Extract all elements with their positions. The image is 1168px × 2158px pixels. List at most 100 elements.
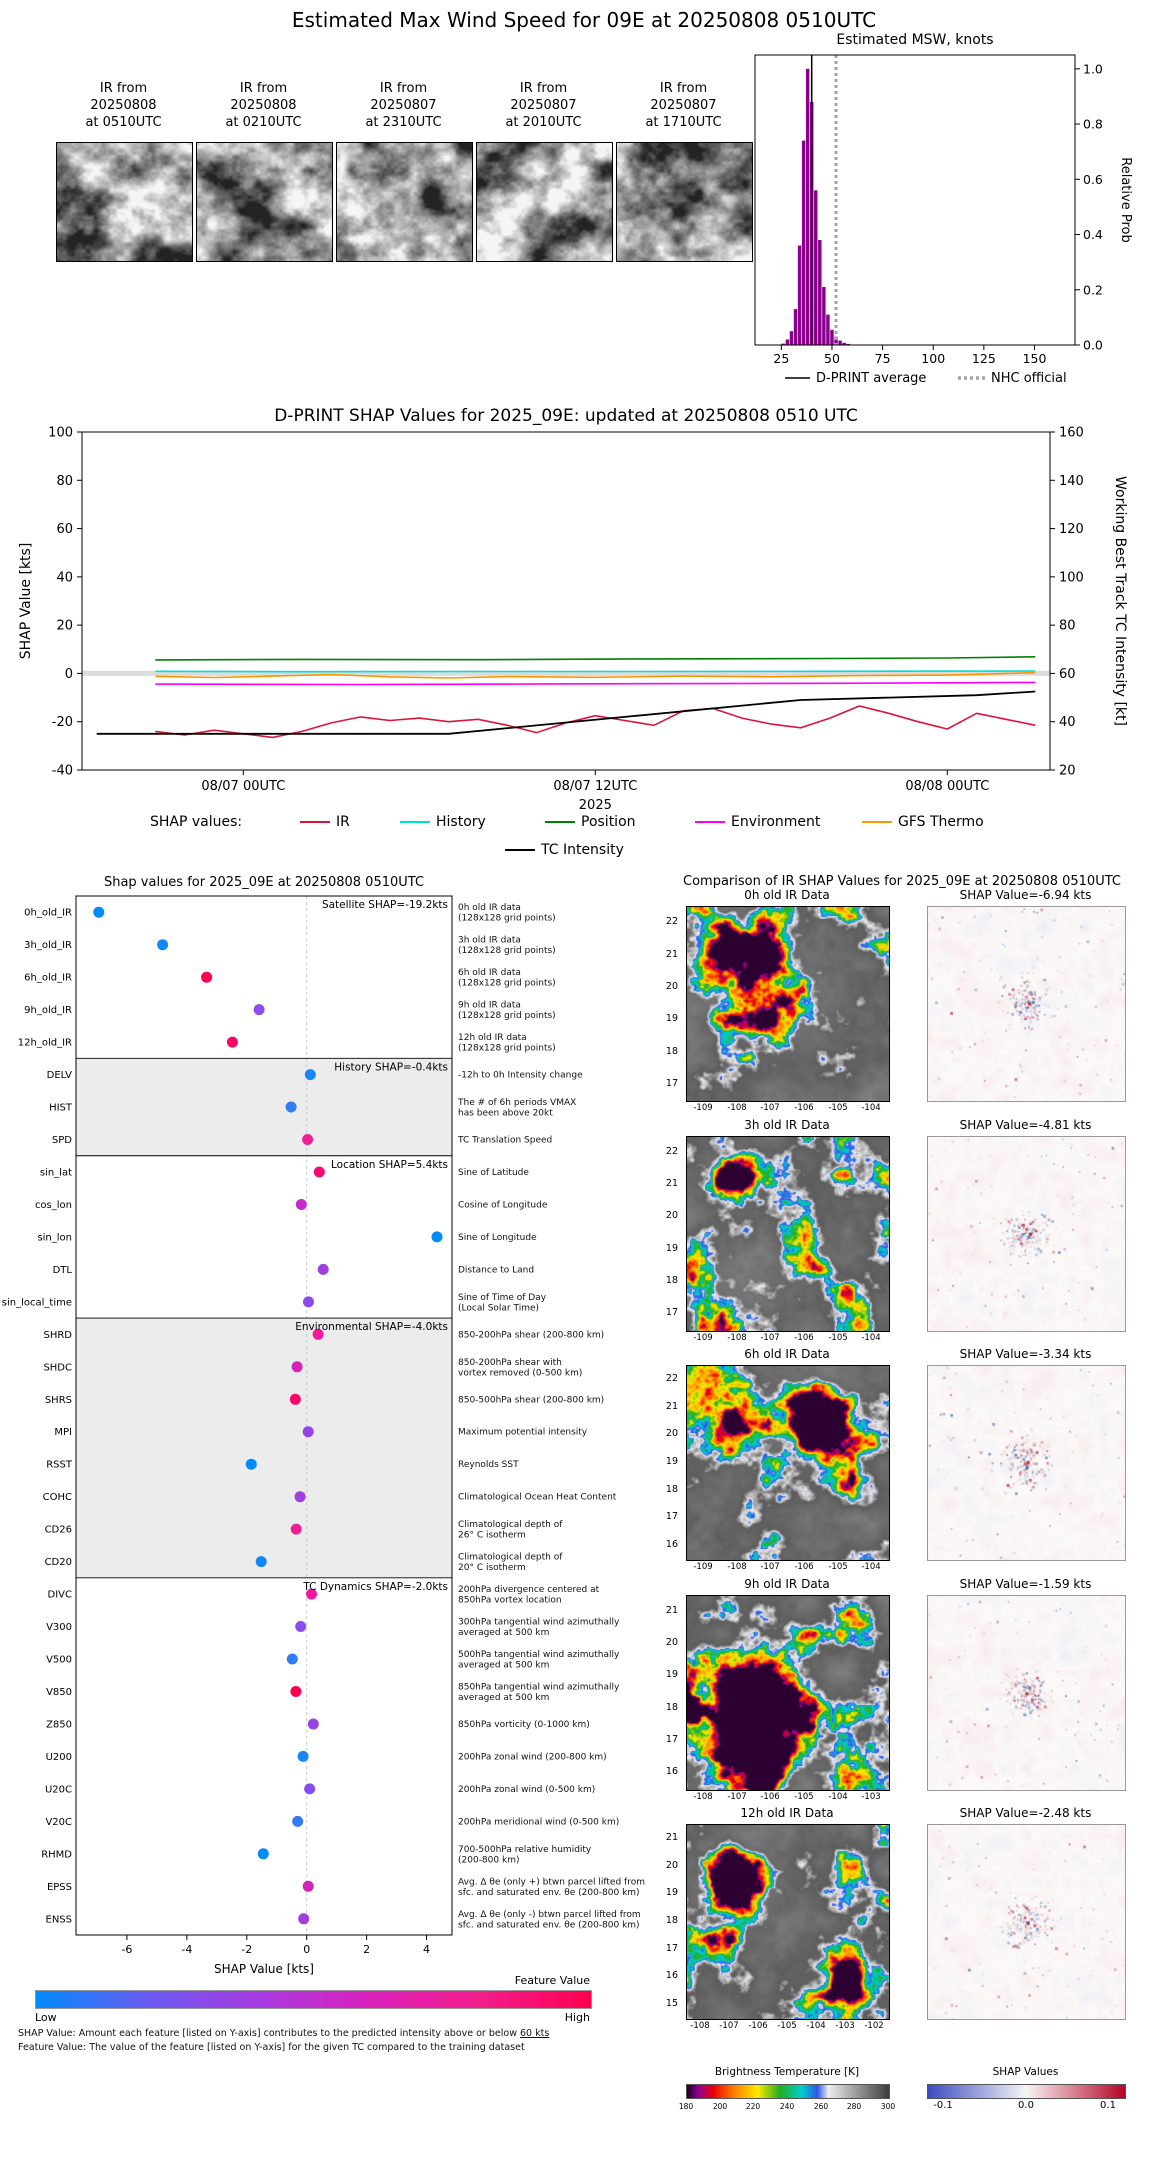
- ir-data-image: [686, 1135, 890, 1332]
- feature-name: sin_local_time: [2, 1297, 72, 1308]
- histogram-bar: [797, 245, 802, 345]
- feature-description: (128x128 grid points): [458, 1044, 556, 1054]
- lon-tick-label: -103: [861, 1791, 881, 1802]
- feature-description: Sine of Latitude: [458, 1168, 529, 1178]
- feature-value-colorbar: [35, 1990, 592, 2009]
- lon-tick-label: -104: [806, 2021, 826, 2031]
- x-tick-label: 25: [773, 351, 789, 366]
- feature-description: The # of 6h periods VMAX: [457, 1098, 576, 1108]
- lat-tick-label: 19: [665, 1456, 678, 1467]
- group-header: Satellite SHAP=-19.2kts: [322, 899, 448, 911]
- ir-data-image: [686, 906, 890, 1102]
- feature-name: HIST: [49, 1103, 73, 1114]
- histogram-bar: [834, 336, 838, 345]
- y-tick-label: 0.4: [1083, 227, 1103, 242]
- shap-dot-mpi: [302, 1426, 314, 1438]
- x-tick-label: 2: [363, 1943, 370, 1956]
- lon-tick-label: -104: [828, 1791, 848, 1802]
- feature-description: TC Translation Speed: [457, 1136, 552, 1146]
- feature-name: 3h_old_IR: [24, 940, 72, 951]
- shap-colorbar: [927, 2084, 1126, 2099]
- feature-name: RSST: [46, 1460, 73, 1471]
- feature-name: Z850: [46, 1719, 72, 1730]
- shap-dot-cohc: [294, 1491, 306, 1503]
- feature-description: vortex removed (0-500 km): [458, 1368, 582, 1378]
- feature-description: 700-500hPa relative humidity: [458, 1845, 592, 1855]
- legend-label-gfs-thermo: GFS Thermo: [898, 814, 984, 830]
- bt-tick-label: 200: [712, 2102, 728, 2111]
- ir-thumbnail-label-line: IR from: [659, 81, 708, 96]
- feature-name: cos_lon: [35, 1200, 72, 1211]
- histogram-bar: [781, 343, 786, 345]
- bt-tick-label: 220: [745, 2102, 761, 2111]
- x-axis-year-label: 2025: [579, 798, 612, 813]
- feature-name: DTL: [53, 1265, 73, 1276]
- shap-colorbar-label: SHAP Values: [992, 2066, 1059, 2078]
- lon-tick-label: -104: [861, 1562, 881, 1572]
- ir-thumbnail-label-line: IR from: [379, 81, 428, 96]
- timeseries-border: [81, 431, 1051, 771]
- feature-description: 300hPa tangential wind azimuthally: [458, 1618, 620, 1628]
- feature-description: Climatological depth of: [458, 1520, 563, 1530]
- lon-tick-label: -108: [727, 1103, 747, 1113]
- x-tick-label: 08/07 00UTC: [201, 779, 285, 794]
- feature-name: sin_lon: [37, 1232, 72, 1243]
- feature-name: 6h_old_IR: [24, 973, 72, 984]
- feature-description: Avg. Δ θe (only +) btwn parcel lifted fr…: [458, 1877, 645, 1887]
- feature-name: DELV: [47, 1070, 72, 1081]
- feature-description: (128x128 grid points): [458, 1011, 556, 1021]
- shap-map-image: [927, 1594, 1126, 1791]
- x-tick-label: 08/07 12UTC: [553, 779, 637, 794]
- shap-dot-v20c: [292, 1815, 304, 1827]
- legend-label-position: Position: [581, 814, 636, 830]
- feature-name: V20C: [45, 1817, 72, 1828]
- ir-panel-title: 0h old IR Data: [744, 888, 830, 902]
- feature-name: DIVC: [48, 1590, 72, 1601]
- lat-tick-label: 21: [665, 949, 678, 960]
- y-tick-label: 0.0: [1083, 338, 1103, 353]
- feature-name: 12h_old_IR: [18, 1038, 72, 1049]
- group-header: Location SHAP=5.4kts: [331, 1159, 448, 1171]
- feature-description: (128x128 grid points): [458, 946, 556, 956]
- feature-name: U200: [46, 1752, 72, 1763]
- shap-panel-title: SHAP Value=-2.48 kts: [959, 1806, 1092, 1820]
- feature-description: 850hPa vorticity (0-1000 km): [458, 1720, 590, 1730]
- feature-name: RHMD: [41, 1849, 72, 1860]
- y-tick-label: 0.8: [1083, 117, 1103, 132]
- feature-name: V500: [46, 1655, 72, 1666]
- feature-description: sfc. and saturated env. θe (200-800 km): [458, 1920, 640, 1930]
- feature-description: (128x128 grid points): [458, 914, 556, 924]
- ir-thumbnail-label-line: at 0210UTC: [225, 115, 302, 130]
- histogram-border: [754, 54, 1076, 346]
- lon-tick-label: -103: [835, 2021, 855, 2031]
- feature-description: 850-500hPa shear (200-800 km): [458, 1395, 604, 1405]
- feature-name: U20C: [45, 1784, 72, 1795]
- series-line-history: [155, 670, 1036, 673]
- lat-tick-label: 18: [665, 1702, 678, 1713]
- lon-tick-label: -107: [727, 1791, 747, 1802]
- shap-panel-title: SHAP Value=-1.59 kts: [959, 1576, 1092, 1591]
- msw-histogram-chart: Estimated MSW, knots 25 50 75 100 125 150 0.0 0.…: [754, 32, 1133, 386]
- feature-description: 26° C isotherm: [458, 1531, 526, 1541]
- feature-name: sin_lat: [40, 1167, 72, 1178]
- feature-description: averaged at 500 km: [458, 1628, 549, 1638]
- feature-description: has been above 20kt: [458, 1109, 553, 1119]
- shap-dot-z850: [307, 1718, 319, 1730]
- feature-description: 200hPa zonal wind (0-500 km): [458, 1785, 595, 1795]
- legend-label-nhc: NHC official: [991, 371, 1067, 386]
- feature-value-footnote: Feature Value: The value of the feature …: [18, 2042, 525, 2053]
- y-tick-label: 1.0: [1083, 61, 1103, 76]
- legend-label-dprint: D-PRINT average: [816, 371, 926, 386]
- ir-panel-title: 12h old IR Data: [740, 1806, 834, 1820]
- shap-dot-enss: [298, 1913, 310, 1925]
- feature-description: (200-800 km): [458, 1855, 519, 1865]
- shap-dot-v500: [286, 1653, 298, 1665]
- lat-tick-label: 21: [665, 1178, 678, 1189]
- ir-data-image: [686, 1594, 890, 1791]
- histogram-bar: [822, 287, 826, 345]
- feature-description: 0h old IR data: [458, 903, 521, 913]
- x-tick-label: 75: [875, 351, 891, 366]
- lat-tick-label: 22: [665, 916, 678, 927]
- y-tick-label-right: 60: [1059, 667, 1076, 682]
